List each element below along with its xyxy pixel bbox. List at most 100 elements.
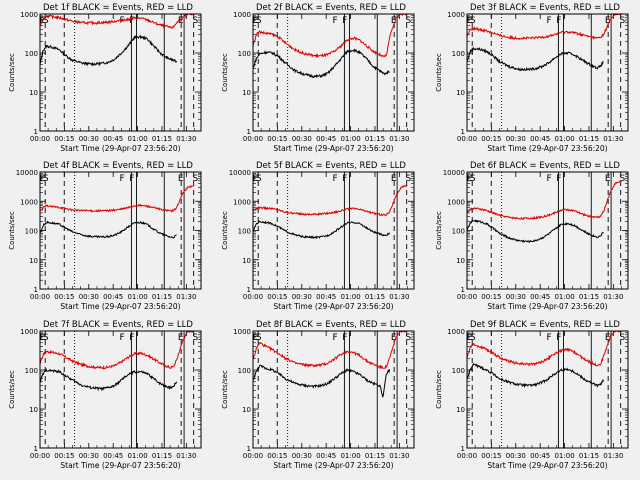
x-tick-label: 01:15 xyxy=(579,452,599,460)
x-axis-label: Start Time (29-Apr-07 23:56:20) xyxy=(273,302,393,311)
y-tick-label: 1 xyxy=(247,128,251,136)
plot-frame xyxy=(252,330,415,449)
event-marker-label: E xyxy=(467,333,473,343)
event-marker-label: E xyxy=(253,174,259,184)
x-tick-label: 01:30 xyxy=(603,135,623,143)
panel-det-8f: Det 8f BLACK = Events, RED = LLD Counts/s… xyxy=(221,320,415,470)
series-line-events xyxy=(252,48,390,79)
y-tick-label: 10 xyxy=(29,89,38,97)
x-tick-label: 00:30 xyxy=(506,135,526,143)
series-line-lld xyxy=(466,13,622,41)
y-axis-label: Counts/sec xyxy=(8,53,16,92)
series-line-events xyxy=(466,219,604,243)
y-tick-label: 10000 xyxy=(16,169,38,177)
series-line-lld xyxy=(39,330,195,370)
x-tick-label: 01:00 xyxy=(340,293,360,301)
series-line-events xyxy=(39,34,178,67)
panel-det-4f: Det 4f BLACK = Events, RED = LLD Counts/s… xyxy=(8,161,202,311)
event-marker-label: F xyxy=(120,174,125,184)
y-tick-label: 1 xyxy=(461,445,465,453)
event-marker-label: F xyxy=(547,333,552,343)
x-tick-label: 00:30 xyxy=(292,135,312,143)
event-marker-label: E xyxy=(253,16,259,26)
panel-det-2f: Det 2f BLACK = Events, RED = LLD Counts/s… xyxy=(221,3,415,153)
y-tick-label: 1 xyxy=(461,286,465,294)
panel-title: Det 5f BLACK = Events, RED = LLD xyxy=(256,161,406,171)
panel-title: Det 2f BLACK = Events, RED = LLD xyxy=(256,3,406,13)
x-tick-label: 00:45 xyxy=(530,452,550,460)
x-tick-label: 01:00 xyxy=(554,452,574,460)
x-axis-label: Start Time (29-Apr-07 23:56:20) xyxy=(60,144,180,153)
y-tick-label: 1000 xyxy=(20,198,38,206)
x-axis-label: Start Time (29-Apr-07 23:56:20) xyxy=(487,461,607,470)
x-tick-label: 00:15 xyxy=(54,452,74,460)
x-tick-label: 00:30 xyxy=(292,293,312,301)
series-line-events xyxy=(252,364,391,398)
x-tick-label: 01:00 xyxy=(554,135,574,143)
event-marker-label: E xyxy=(178,174,184,184)
x-axis-label: Start Time (29-Apr-07 23:56:20) xyxy=(60,461,180,470)
plot-frame xyxy=(39,13,202,132)
x-tick-label: 00:30 xyxy=(292,452,312,460)
y-tick-label: 100 xyxy=(25,367,38,375)
y-tick-label: 1000 xyxy=(447,11,465,19)
plot-frame xyxy=(39,330,202,449)
series-line-events xyxy=(466,46,604,72)
x-tick-label: 01:00 xyxy=(127,452,147,460)
y-axis-label: Counts/sec xyxy=(435,53,443,92)
x-axis-label: Start Time (29-Apr-07 23:56:20) xyxy=(60,302,180,311)
series-line-events xyxy=(252,220,391,240)
x-tick-label: 00:30 xyxy=(506,293,526,301)
y-tick-label: 10 xyxy=(456,89,465,97)
event-marker-label: S xyxy=(405,174,411,184)
x-tick-label: 00:45 xyxy=(103,135,123,143)
y-axis-label: Counts/sec xyxy=(221,211,229,250)
event-marker-label: S xyxy=(256,16,262,26)
y-tick-label: 100 xyxy=(25,228,38,236)
x-tick-label: 00:00 xyxy=(30,135,50,143)
y-tick-label: 1 xyxy=(34,128,38,136)
x-tick-label: 01:30 xyxy=(176,293,196,301)
panel-det-6f: Det 6f BLACK = Events, RED = LLD Counts/s… xyxy=(435,161,629,311)
event-marker-label: E xyxy=(253,333,259,343)
panel-det-3f: Det 3f BLACK = Events, RED = LLD Counts/s… xyxy=(435,3,629,153)
x-tick-label: 01:15 xyxy=(365,293,385,301)
event-marker-label: F xyxy=(556,174,561,184)
panel-title: Det 8f BLACK = Events, RED = LLD xyxy=(256,320,406,330)
event-marker-label: S xyxy=(43,333,49,343)
x-axis-label: Start Time (29-Apr-07 23:56:20) xyxy=(273,144,393,153)
x-tick-label: 00:00 xyxy=(243,452,263,460)
x-tick-label: 00:15 xyxy=(267,452,287,460)
event-marker-label: E xyxy=(467,16,473,26)
event-marker-label: F xyxy=(342,333,347,343)
panel-title: Det 1f BLACK = Events, RED = LLD xyxy=(43,3,193,13)
x-tick-label: 00:15 xyxy=(481,135,501,143)
x-tick-label: 01:00 xyxy=(554,293,574,301)
event-marker-label: E xyxy=(40,333,46,343)
event-marker-label: F xyxy=(333,16,338,26)
x-tick-label: 01:15 xyxy=(152,293,172,301)
y-tick-label: 1000 xyxy=(233,198,251,206)
series-line-lld xyxy=(39,184,195,213)
event-marker-label: F xyxy=(129,174,134,184)
event-marker-label: F xyxy=(547,16,552,26)
event-marker-label: S xyxy=(192,174,198,184)
x-tick-label: 00:15 xyxy=(481,452,501,460)
event-marker-label: E xyxy=(391,333,397,343)
y-tick-label: 100 xyxy=(452,367,465,375)
x-axis-label: Start Time (29-Apr-07 23:56:20) xyxy=(487,144,607,153)
y-axis-label: Counts/sec xyxy=(8,211,16,250)
event-marker-label: S xyxy=(405,333,411,343)
x-tick-label: 01:00 xyxy=(127,293,147,301)
series-line-lld xyxy=(466,330,622,367)
x-tick-label: 01:00 xyxy=(127,135,147,143)
panel-det-7f: Det 7f BLACK = Events, RED = LLD Counts/s… xyxy=(8,320,202,470)
y-tick-label: 1 xyxy=(34,445,38,453)
series-line-lld xyxy=(252,13,408,59)
y-tick-label: 10 xyxy=(242,89,251,97)
y-tick-label: 1000 xyxy=(447,328,465,336)
y-tick-label: 10000 xyxy=(443,169,465,177)
y-axis-label: Counts/sec xyxy=(435,211,443,250)
y-axis-label: Counts/sec xyxy=(221,53,229,92)
